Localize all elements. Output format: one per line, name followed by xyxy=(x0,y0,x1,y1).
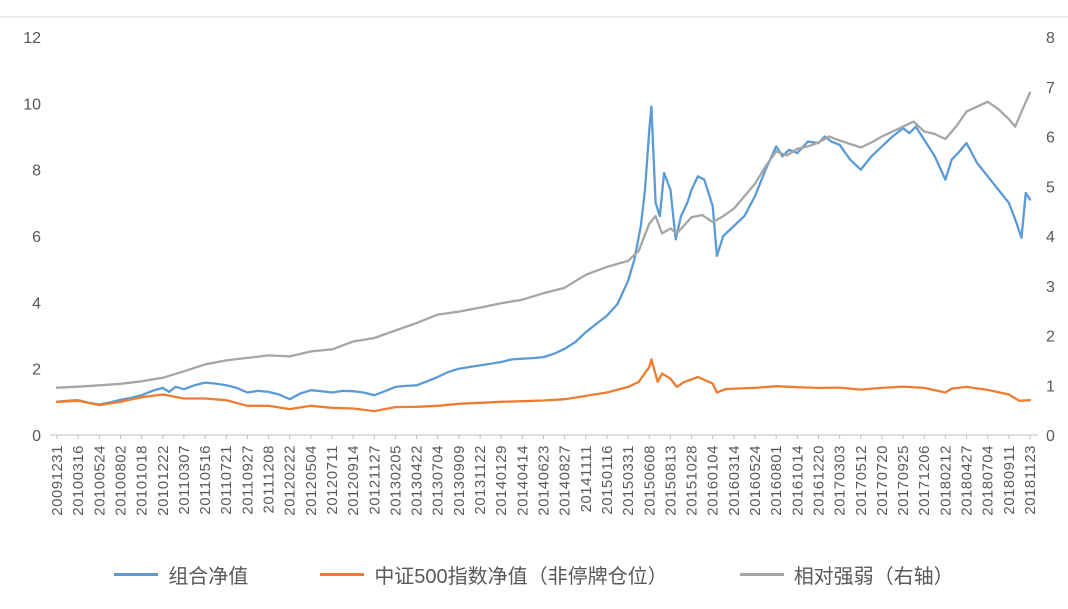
right-axis-tick-label: 6 xyxy=(1046,130,1055,147)
left-axis-tick-label: 6 xyxy=(32,229,41,246)
left-axis-tick-label: 2 xyxy=(32,362,41,379)
x-axis-tick-label: 20130422 xyxy=(409,445,426,516)
x-axis-tick-label: 20140414 xyxy=(514,445,531,516)
x-axis-tick-label: 20100802 xyxy=(112,445,129,516)
right-axis-tick-label: 1 xyxy=(1046,378,1055,395)
x-axis-tick-label: 20120711 xyxy=(324,445,341,515)
legend-item-index: 中证500指数净值（非停牌仓位） xyxy=(320,560,668,589)
left-axis-tick-label: 8 xyxy=(32,163,41,180)
x-axis-tick-label: 20151028 xyxy=(684,445,701,516)
x-axis-tick-label: 20150608 xyxy=(641,445,658,516)
legend-label-index: 中证500指数净值（非停牌仓位） xyxy=(374,566,668,588)
right-axis-tick-label: 7 xyxy=(1046,80,1055,97)
x-axis-tick-label: 20180427 xyxy=(959,445,976,516)
x-axis-tick-label: 20130909 xyxy=(451,445,468,516)
legend-swatch-relative-strength xyxy=(739,573,784,576)
x-axis-tick-label: 20101222 xyxy=(155,445,172,516)
chart-plot: 20091231 20100316 20100524 20100802 20101018… xyxy=(0,16,1068,516)
x-axis-tick-label: 20121127 xyxy=(366,445,383,515)
x-axis-tick-label: 20160104 xyxy=(705,445,722,516)
left-axis-tick-label: 10 xyxy=(23,96,41,113)
x-axis-tick-label: 20140827 xyxy=(557,445,574,516)
x-axis-tick-label: 20180212 xyxy=(937,445,954,516)
x-axis-tick-label: 20180704 xyxy=(980,445,997,516)
left-axis-tick-label: 4 xyxy=(32,295,41,312)
x-axis-tick-label: 20101018 xyxy=(134,445,151,516)
x-axis-tick-label: 20170925 xyxy=(895,445,912,516)
x-axis-tick-label: 20100316 xyxy=(70,445,87,516)
legend-item-portfolio: 组合净值 xyxy=(114,560,248,589)
x-axis-tick-label: 20110307 xyxy=(176,445,193,515)
x-axis-tick-label: 20171206 xyxy=(916,445,933,516)
x-axis-tick-label: 20160801 xyxy=(768,445,785,516)
right-axis-tick-label: 8 xyxy=(1046,30,1055,47)
x-axis-tick-label: 20130205 xyxy=(387,445,404,516)
x-axis-tick-label: 20161014 xyxy=(789,445,806,516)
series-line-1 xyxy=(55,358,1032,413)
left-axis-tick-label: 0 xyxy=(32,428,41,445)
x-axis-tick-label: 20160524 xyxy=(747,445,764,516)
legend-swatch-index xyxy=(320,573,365,576)
x-axis-tick-label: 20141111 xyxy=(578,445,595,512)
x-axis-tick-label: 20181123 xyxy=(1022,445,1039,515)
series-line-0 xyxy=(55,105,1032,406)
chart-legend: 组合净值 中证500指数净值（非停牌仓位） 相对强弱（右轴） xyxy=(0,560,1068,589)
right-axis-tick-label: 4 xyxy=(1046,229,1055,246)
x-axis-tick-label: 20110721 xyxy=(218,445,235,515)
legend-label-relative-strength: 相对强弱（右轴） xyxy=(793,566,954,588)
legend-label-portfolio: 组合净值 xyxy=(168,566,249,588)
right-axis-tick-label: 2 xyxy=(1046,329,1055,346)
right-axis-tick-label: 0 xyxy=(1046,428,1055,445)
right-axis-tick-label: 3 xyxy=(1046,279,1055,296)
x-axis-tick-label: 20170512 xyxy=(853,445,870,516)
left-axis-tick-label: 12 xyxy=(23,30,41,47)
legend-swatch-portfolio xyxy=(114,573,159,576)
x-axis-tick-label: 20091231 xyxy=(49,445,66,516)
x-axis-tick-label: 20110516 xyxy=(197,445,214,515)
x-axis-tick-label: 20120504 xyxy=(303,445,320,516)
series-line-2 xyxy=(55,91,1032,389)
x-axis-tick-label: 20160314 xyxy=(726,445,743,516)
x-axis-tick-label: 20130704 xyxy=(430,445,447,516)
legend-item-relative-strength: 相对强弱（右轴） xyxy=(739,560,954,589)
x-axis-tick-label: 20131122 xyxy=(472,445,489,515)
x-axis-tick-label: 20100524 xyxy=(91,445,108,516)
x-axis-tick-label: 20161220 xyxy=(810,445,827,516)
x-axis-tick-label: 20150813 xyxy=(662,445,679,516)
x-axis-tick-label: 20140129 xyxy=(493,445,510,516)
x-axis-tick-label: 20111208 xyxy=(261,445,278,514)
x-axis-tick-label: 20170303 xyxy=(832,445,849,516)
x-axis-tick-label: 20150331 xyxy=(620,445,637,516)
x-axis-tick-label: 20170720 xyxy=(874,445,891,516)
x-axis-tick-label: 20110927 xyxy=(239,445,256,515)
right-axis-tick-label: 5 xyxy=(1046,179,1055,196)
x-axis-tick-label: 20180911 xyxy=(1001,445,1018,515)
x-axis-tick-label: 20120222 xyxy=(282,445,299,516)
x-axis-tick-label: 20150116 xyxy=(599,445,616,515)
x-axis-tick-label: 20120914 xyxy=(345,445,362,516)
x-axis-tick-label: 20140623 xyxy=(536,445,553,516)
